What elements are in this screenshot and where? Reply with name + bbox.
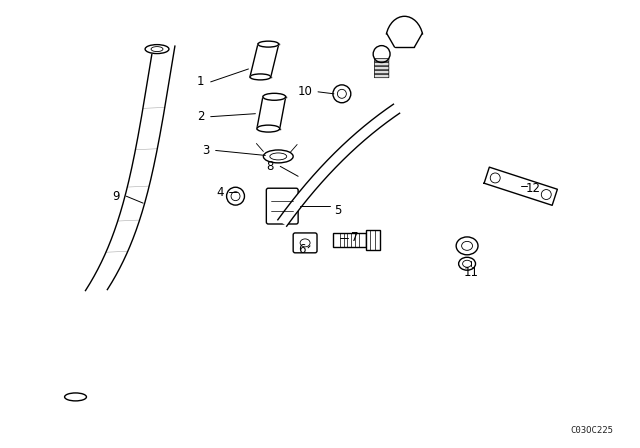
Text: 2: 2 xyxy=(197,110,205,123)
FancyBboxPatch shape xyxy=(374,66,389,70)
Polygon shape xyxy=(333,233,365,247)
Ellipse shape xyxy=(65,393,86,401)
Text: 10: 10 xyxy=(298,85,312,98)
Polygon shape xyxy=(257,97,285,129)
Ellipse shape xyxy=(459,257,476,270)
FancyBboxPatch shape xyxy=(374,74,389,78)
Text: 3: 3 xyxy=(202,144,209,157)
Ellipse shape xyxy=(263,93,285,100)
Text: 9: 9 xyxy=(113,190,120,202)
Ellipse shape xyxy=(270,153,287,160)
Ellipse shape xyxy=(461,241,472,250)
Ellipse shape xyxy=(373,46,390,63)
Ellipse shape xyxy=(300,239,310,247)
Ellipse shape xyxy=(337,89,346,98)
Polygon shape xyxy=(86,46,175,291)
Ellipse shape xyxy=(145,45,169,54)
Ellipse shape xyxy=(258,41,279,47)
Text: 7: 7 xyxy=(351,232,358,245)
Text: 11: 11 xyxy=(463,266,479,279)
Polygon shape xyxy=(365,230,380,250)
Text: 12: 12 xyxy=(526,182,541,195)
Text: 6: 6 xyxy=(298,243,306,256)
Text: C03OC225: C03OC225 xyxy=(570,426,613,435)
Text: 8: 8 xyxy=(267,160,274,173)
Ellipse shape xyxy=(263,150,293,163)
Ellipse shape xyxy=(463,260,472,267)
FancyBboxPatch shape xyxy=(293,233,317,253)
Ellipse shape xyxy=(227,187,244,205)
Text: 1: 1 xyxy=(197,75,205,88)
Ellipse shape xyxy=(456,237,478,255)
FancyBboxPatch shape xyxy=(374,58,389,62)
Polygon shape xyxy=(278,104,399,226)
FancyBboxPatch shape xyxy=(266,188,298,224)
FancyBboxPatch shape xyxy=(374,62,389,66)
Ellipse shape xyxy=(490,173,500,183)
Ellipse shape xyxy=(151,47,163,52)
Polygon shape xyxy=(484,167,557,205)
Ellipse shape xyxy=(257,125,280,132)
Text: 5: 5 xyxy=(334,203,342,216)
Text: 4: 4 xyxy=(217,186,225,199)
FancyBboxPatch shape xyxy=(374,70,389,74)
Ellipse shape xyxy=(231,192,240,201)
Ellipse shape xyxy=(250,74,271,80)
Polygon shape xyxy=(250,44,279,77)
Ellipse shape xyxy=(333,85,351,103)
Ellipse shape xyxy=(541,190,551,199)
